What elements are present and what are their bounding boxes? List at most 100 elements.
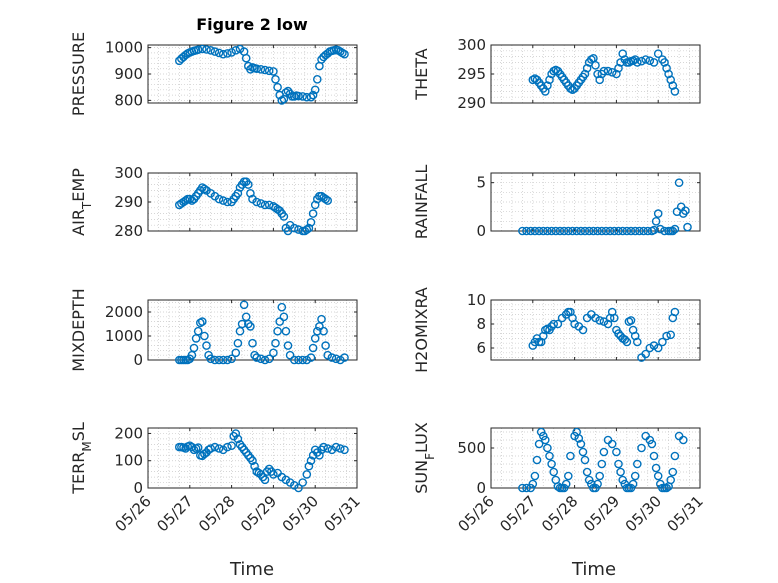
data-point — [233, 188, 243, 198]
data-point — [607, 68, 617, 77]
data-point — [214, 444, 224, 453]
data-point — [649, 58, 659, 67]
data-point — [541, 435, 550, 445]
x-tick-label: 05/31 — [664, 492, 707, 535]
data-point — [218, 196, 228, 205]
data-point — [323, 444, 333, 453]
data-point — [193, 443, 203, 452]
y-tick-label: 5 — [476, 174, 486, 192]
data-point — [530, 226, 540, 236]
data-point — [260, 355, 270, 365]
data-point — [543, 226, 552, 236]
data-point — [304, 461, 314, 471]
data-point — [256, 354, 266, 364]
data-point — [302, 225, 312, 234]
data-point — [576, 439, 586, 449]
x-tick-label: 05/28 — [538, 492, 581, 535]
data-point — [231, 46, 241, 55]
data-point — [626, 316, 636, 325]
data-point — [622, 337, 632, 347]
data-point — [281, 88, 291, 97]
series-markers — [518, 427, 688, 493]
data-point — [206, 444, 215, 453]
data-point — [256, 65, 266, 74]
y-tick-label: 300 — [457, 36, 486, 54]
data-point — [603, 66, 613, 76]
data-point — [668, 467, 678, 477]
data-point — [649, 341, 659, 350]
data-point — [250, 350, 259, 360]
y-tick-label: 1000 — [105, 327, 143, 345]
data-point — [633, 58, 642, 67]
data-point — [197, 44, 207, 54]
data-point — [315, 450, 324, 460]
data-point — [312, 75, 322, 84]
data-point — [658, 337, 667, 347]
data-point — [227, 48, 236, 57]
data-point — [528, 479, 538, 489]
data-point — [582, 467, 592, 477]
data-point — [580, 226, 590, 236]
y-tick-label: 200 — [114, 424, 143, 442]
data-point — [279, 212, 289, 221]
data-point — [580, 455, 590, 465]
data-point — [522, 226, 531, 236]
data-point — [302, 355, 312, 365]
data-point — [335, 444, 345, 453]
data-point — [649, 451, 659, 461]
data-point — [549, 319, 559, 329]
data-point — [645, 56, 655, 66]
data-point — [202, 45, 211, 54]
data-point — [570, 319, 579, 329]
data-point — [298, 478, 308, 487]
data-point — [566, 451, 575, 461]
data-point — [181, 50, 190, 60]
data-point — [618, 226, 628, 236]
data-point — [206, 354, 215, 364]
data-point — [340, 353, 349, 362]
y-tick-label: 0 — [476, 222, 486, 240]
data-point — [637, 443, 646, 453]
data-point — [294, 91, 303, 101]
subplot-theta: 290 295 300 THETA — [412, 36, 701, 112]
data-point — [549, 467, 559, 477]
data-point — [543, 443, 552, 453]
data-point — [653, 343, 663, 353]
data-point — [547, 459, 556, 469]
data-point — [641, 349, 651, 359]
data-point — [246, 188, 255, 198]
data-point — [681, 206, 690, 215]
data-point — [610, 226, 619, 236]
y-axis-label: MIXDEPTH — [69, 288, 88, 371]
series-markers — [174, 177, 333, 236]
data-point — [323, 196, 333, 205]
data-point — [670, 307, 680, 317]
data-point — [599, 447, 609, 457]
data-point — [264, 354, 274, 364]
data-point — [539, 226, 548, 236]
y-tick-label: 2000 — [105, 303, 143, 321]
data-point — [189, 343, 199, 353]
data-point — [277, 96, 287, 105]
data-point — [526, 226, 536, 236]
data-point — [246, 322, 255, 331]
data-point — [283, 341, 293, 350]
figure-title: Figure 2 low — [196, 15, 308, 34]
subplot-h2omixra: 6 8 10 H2OMIXRA — [412, 287, 701, 373]
subplot-mixdepth: 0 1000 2000 MIXDEPTH — [69, 288, 358, 372]
x-tick-label: 05/29 — [237, 492, 280, 535]
series-markers — [528, 49, 680, 96]
data-point — [616, 467, 625, 477]
data-point — [670, 451, 680, 461]
data-point — [335, 355, 345, 365]
series-markers — [174, 429, 349, 493]
data-point — [264, 66, 274, 76]
data-point — [289, 355, 299, 365]
data-point — [620, 335, 630, 344]
data-point — [666, 330, 676, 340]
data-point — [281, 326, 291, 336]
data-point — [273, 82, 282, 92]
data-point — [246, 65, 255, 74]
data-point — [321, 194, 330, 204]
